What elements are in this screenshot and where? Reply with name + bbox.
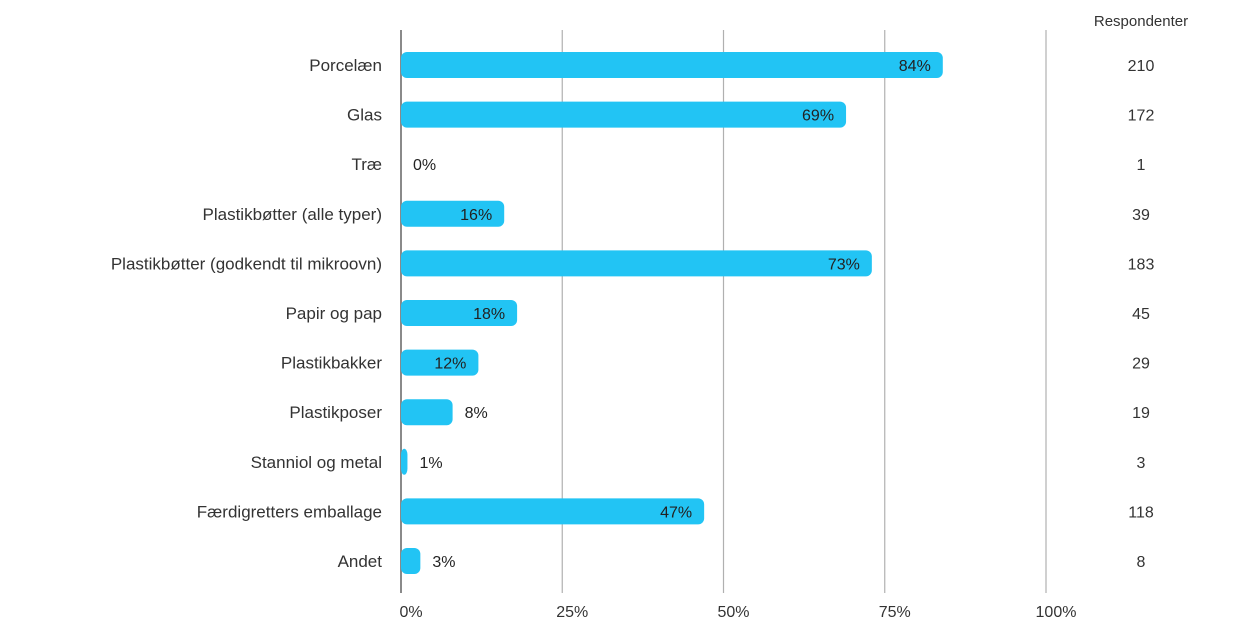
x-axis-ticks: 0% 25% 50% 75% 100%: [399, 604, 1076, 621]
value-label: 16%: [460, 207, 492, 224]
category-label: Stanniol og metal: [251, 453, 382, 472]
respondents-header: Respondenter: [1094, 13, 1188, 30]
bar: [401, 399, 453, 426]
value-label: 1%: [419, 455, 442, 472]
respondent-count: 210: [1128, 58, 1155, 75]
category-label: Porcelæn: [309, 56, 382, 75]
respondent-count: 19: [1132, 405, 1150, 422]
x-tick-label: 50%: [717, 604, 749, 621]
bar: [401, 548, 421, 574]
value-label: 0%: [413, 157, 436, 174]
category-label: Plastikposer: [289, 403, 382, 422]
x-tick-label: 0%: [399, 604, 422, 621]
value-label: 73%: [828, 256, 860, 273]
category-label: Plastikbøtter (alle typer): [203, 205, 383, 224]
value-label: 69%: [802, 108, 834, 125]
category-label: Færdigretters emballage: [197, 502, 382, 521]
bar: [401, 498, 705, 525]
category-label: Plastikbøtter (godkendt til mikroovn): [111, 254, 382, 273]
bar: [401, 52, 943, 78]
x-tick-label: 25%: [556, 604, 588, 621]
respondent-count: 8: [1137, 554, 1146, 571]
bar: [401, 101, 847, 128]
respondent-count: 29: [1132, 356, 1150, 373]
bar: [401, 250, 872, 277]
value-label: 8%: [465, 405, 488, 422]
respondent-count: 45: [1132, 306, 1150, 323]
bar: [401, 448, 408, 475]
value-label: 18%: [473, 306, 505, 323]
x-tick-label: 100%: [1036, 604, 1077, 621]
respondent-count: 1: [1137, 157, 1146, 174]
bars: [401, 52, 943, 574]
category-label: Glas: [347, 106, 382, 125]
bar: [401, 300, 518, 326]
respondent-count: 39: [1132, 207, 1150, 224]
bar: [401, 200, 505, 227]
bar: [401, 349, 479, 376]
category-label: Andet: [338, 552, 383, 571]
respondent-count: 172: [1128, 108, 1155, 125]
x-tick-label: 75%: [879, 604, 911, 621]
category-label: Plastikbakker: [281, 354, 382, 373]
category-label: Papir og pap: [286, 304, 382, 323]
value-label: 84%: [899, 58, 931, 75]
respondents-column: Respondenter 210 172 1 39 183 45 29 19 3 118 8: [1094, 13, 1188, 571]
category-labels: Porcelæn Glas Træ Plastikbøtter (alle typer…: [111, 56, 382, 571]
respondent-count: 118: [1128, 504, 1154, 521]
category-label: Træ: [351, 155, 382, 174]
respondent-count: 183: [1128, 256, 1155, 273]
value-label: 47%: [660, 504, 692, 521]
value-labels: 84% 69% 0% 16% 73% 18% 12% 8% 1% 47% 3%: [413, 58, 931, 571]
value-label: 12%: [434, 356, 466, 373]
value-label: 3%: [432, 554, 455, 571]
respondent-count: 3: [1137, 455, 1146, 472]
